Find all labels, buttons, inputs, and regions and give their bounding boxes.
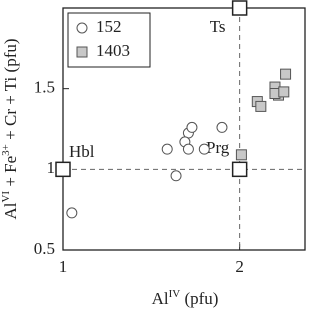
legend-marker: [76, 22, 88, 34]
y-label-main: Al: [1, 202, 20, 219]
y-tick-label: 1.5: [34, 78, 55, 97]
data-point: [216, 121, 228, 133]
legend-marker: [76, 46, 88, 58]
x-label-rest: (pfu): [180, 289, 218, 308]
x-label-main: Al: [152, 289, 169, 308]
data-point: [170, 170, 182, 182]
x-tick-label: 1: [59, 257, 68, 276]
reference-label: Prg: [206, 138, 230, 157]
data-point: [278, 86, 290, 98]
data-point: [235, 149, 247, 161]
y-label-rest: + Cr + Ti (pfu): [1, 38, 20, 144]
y-label-mid: + Fe: [1, 156, 20, 191]
legend-label: 152: [96, 17, 122, 36]
y-label-sup: VI: [0, 191, 12, 203]
data-point: [182, 143, 194, 155]
data-point: [66, 207, 78, 219]
legend-box: [67, 12, 151, 68]
data-point: [198, 143, 210, 155]
data-point: [186, 121, 198, 133]
x-label-sup: IV: [169, 288, 181, 300]
reference-label: Ts: [210, 17, 226, 36]
data-point: [161, 143, 173, 155]
reference-point: [55, 161, 71, 178]
y-tick-label: 1: [47, 158, 56, 177]
data-point: [280, 68, 292, 80]
reference-point: [231, 161, 248, 178]
y-label-sup2: 3+: [0, 144, 12, 156]
y-tick-label: 0.5: [34, 239, 55, 258]
y-axis-label: AlVI + Fe3+ + Cr + Ti (pfu): [0, 38, 20, 219]
reference-point: [231, 0, 248, 16]
x-axis-label: AlIV (pfu): [152, 288, 219, 308]
legend-label: 1403: [96, 41, 130, 60]
x-tick-label: 2: [235, 257, 244, 276]
reference-label: Hbl: [69, 142, 95, 161]
plot-frame: [62, 7, 306, 251]
data-point: [255, 100, 267, 112]
